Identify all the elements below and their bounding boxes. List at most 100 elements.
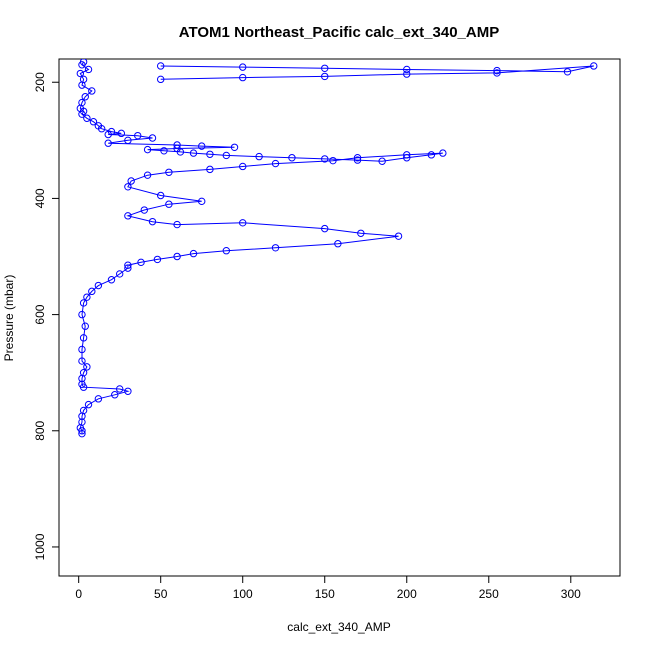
data-point [117, 129, 126, 138]
data-point [78, 345, 86, 354]
data-point [148, 134, 157, 142]
data-point [334, 240, 342, 248]
data-point [94, 395, 103, 403]
data-point [206, 165, 214, 174]
x-tick-label: 150 [315, 587, 335, 601]
data-point [255, 152, 263, 161]
data-point [153, 255, 162, 264]
y-axis: 200 400 600 800 1000 [33, 72, 60, 560]
data-point [124, 183, 132, 191]
data-point [83, 293, 91, 301]
y-tick-label: 1000 [33, 533, 47, 560]
x-tick-label: 250 [479, 587, 499, 601]
data-point [76, 69, 85, 78]
data-point [493, 69, 501, 77]
data-point [239, 219, 247, 227]
data-point [157, 75, 165, 84]
data-point [321, 224, 329, 233]
data-point [124, 387, 132, 395]
data-point [81, 93, 89, 101]
data-point [222, 151, 231, 160]
data-point [78, 61, 86, 69]
data-point [206, 150, 214, 158]
data-point [78, 374, 86, 383]
data-point [165, 200, 173, 208]
x-axis: 0 50 100 150 200 250 300 [75, 575, 581, 601]
data-point [321, 155, 329, 163]
data-point [590, 62, 598, 70]
y-tick-label: 200 [33, 72, 47, 92]
data-point [78, 412, 86, 420]
data-point [107, 276, 116, 284]
data-point [79, 299, 88, 307]
data-point [104, 130, 112, 139]
data-point [115, 385, 124, 393]
data-point [143, 171, 152, 179]
data-point [78, 429, 86, 438]
data-point [84, 65, 93, 74]
data-point [353, 156, 362, 164]
data-point [104, 139, 112, 147]
y-tick-label: 400 [33, 188, 47, 208]
data-point [124, 264, 132, 272]
data-point [124, 212, 132, 220]
data-point [78, 427, 86, 435]
data-point [230, 143, 239, 151]
data-point [357, 229, 365, 237]
y-tick-label: 800 [33, 420, 47, 440]
plot-area [76, 59, 598, 438]
data-point [88, 287, 96, 296]
data-point [165, 168, 173, 176]
data-point [79, 334, 88, 342]
data-point [563, 68, 572, 76]
series-line-2 [160, 65, 594, 80]
data-point [427, 151, 436, 159]
data-point [173, 252, 181, 261]
data-point [81, 322, 89, 330]
data-point [321, 72, 329, 81]
data-point [89, 118, 98, 126]
data-point [94, 281, 103, 290]
data-point [160, 147, 168, 155]
data-point [143, 145, 152, 154]
data-point [239, 63, 247, 71]
data-point [394, 232, 403, 240]
data-point [189, 149, 198, 157]
data-point [83, 363, 91, 371]
series-line-1 [79, 61, 443, 434]
data-point [353, 154, 362, 162]
data-point [493, 66, 501, 75]
data-point [288, 154, 296, 162]
data-point [176, 148, 185, 156]
data-point [83, 114, 91, 122]
data-point [173, 141, 181, 149]
data-point [127, 177, 135, 185]
data-point [88, 87, 96, 95]
data-point [140, 206, 148, 214]
data-point [403, 65, 411, 74]
data-point [239, 162, 247, 171]
data-point [198, 142, 206, 150]
data-point [321, 64, 329, 72]
data-point [222, 246, 231, 255]
data-point [157, 62, 165, 70]
data-point [97, 125, 106, 133]
y-axis-label: Pressure (mbar) [2, 275, 16, 362]
data-point [78, 81, 86, 89]
y-tick-label: 600 [33, 304, 47, 324]
data-point [148, 217, 157, 226]
data-point [439, 149, 447, 157]
x-tick-label: 200 [397, 587, 417, 601]
data-point [134, 131, 142, 140]
data-point [189, 249, 198, 258]
data-point [378, 157, 386, 165]
data-point [78, 110, 86, 118]
x-axis-label: calc_ext_340_AMP [287, 620, 390, 634]
chart-title: ATOM1 Northeast_Pacific calc_ext_340_AMP [179, 24, 499, 41]
data-point [84, 400, 93, 409]
x-tick-label: 50 [154, 587, 168, 601]
data-point [78, 357, 86, 365]
data-point [403, 70, 411, 78]
data-point [403, 154, 411, 162]
